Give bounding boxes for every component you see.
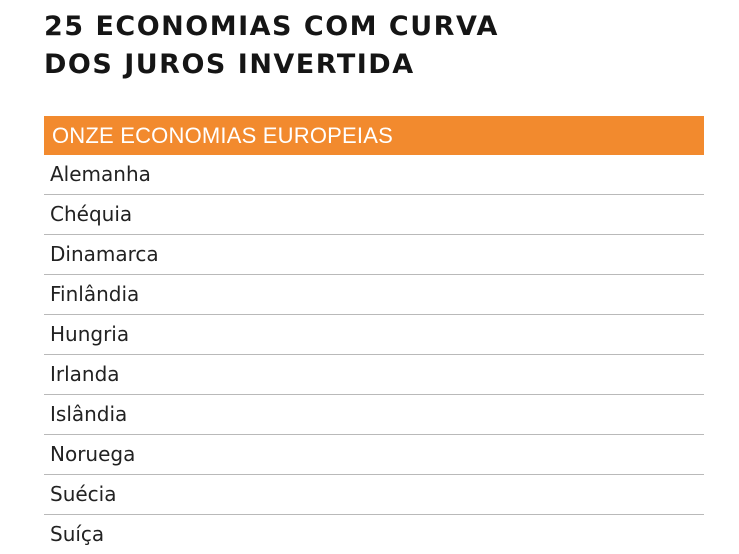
table-row: Suécia <box>44 475 704 515</box>
economies-table: ONZE ECONOMIAS EUROPEIAS Alemanha Chéqui… <box>44 116 704 554</box>
table-header: ONZE ECONOMIAS EUROPEIAS <box>44 116 704 155</box>
table-row: Finlândia <box>44 275 704 315</box>
title-line-1: 25 ECONOMIAS COM CURVA <box>44 11 499 42</box>
table-row: Dinamarca <box>44 235 704 275</box>
page-title: 25 ECONOMIAS COM CURVA DOS JUROS INVERTI… <box>44 8 704 84</box>
table-row: Alemanha <box>44 155 704 195</box>
title-line-2: DOS JUROS INVERTIDA <box>44 49 415 80</box>
table-row: Irlanda <box>44 355 704 395</box>
table-row: Hungria <box>44 315 704 355</box>
table-row: Chéquia <box>44 195 704 235</box>
table-row: Noruega <box>44 435 704 475</box>
table-row: Islândia <box>44 395 704 435</box>
table-row: Suíça <box>50 522 105 546</box>
